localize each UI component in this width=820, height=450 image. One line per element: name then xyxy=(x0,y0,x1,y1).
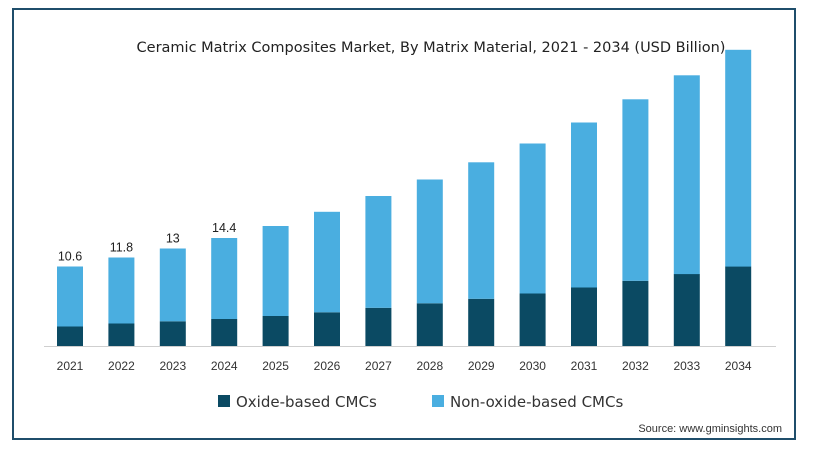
bar-oxide-2022 xyxy=(108,323,135,346)
bar-oxide-2021 xyxy=(57,326,83,346)
x-tick-labels: 2021 2022 2023 2024 2025 2026 2027 2028 2029 2030… xyxy=(57,359,752,373)
legend: Oxide-based CMCs Non-oxide-based CMCs xyxy=(218,393,623,411)
bar-non-oxide-2024 xyxy=(211,238,238,319)
data-label-2022: 11.8 xyxy=(110,241,133,255)
bar-oxide-2025 xyxy=(262,316,289,346)
x-tick-2028: 2028 xyxy=(416,359,443,373)
chart-title: Ceramic Matrix Composites Market, By Mat… xyxy=(137,40,726,56)
bar-oxide-2033 xyxy=(673,274,700,346)
bar-non-oxide-2028 xyxy=(416,179,443,304)
bar-oxide-2032 xyxy=(622,280,649,347)
bars-group xyxy=(57,49,752,347)
x-tick-2026: 2026 xyxy=(314,359,341,373)
x-tick-2033: 2033 xyxy=(673,359,700,373)
x-tick-2027: 2027 xyxy=(365,359,392,373)
legend-swatch-oxide xyxy=(218,395,230,407)
data-label-2023: 13 xyxy=(166,232,180,246)
x-tick-2021: 2021 xyxy=(57,359,84,373)
bar-oxide-2028 xyxy=(416,303,443,347)
data-labels-group: 10.6 11.8 13 14.4 xyxy=(58,221,237,264)
bar-oxide-2023 xyxy=(159,321,186,347)
bar-oxide-2030 xyxy=(519,293,546,346)
legend-label-non-oxide: Non-oxide-based CMCs xyxy=(450,393,623,411)
bar-non-oxide-2031 xyxy=(571,122,597,288)
bar-non-oxide-2021 xyxy=(57,266,83,327)
x-tick-2031: 2031 xyxy=(571,359,598,373)
data-label-2024: 14.4 xyxy=(212,221,236,235)
bar-non-oxide-2030 xyxy=(519,143,546,294)
x-tick-2022: 2022 xyxy=(108,359,135,373)
bar-non-oxide-2022 xyxy=(108,257,135,324)
legend-swatch-non-oxide xyxy=(432,395,444,407)
x-tick-2024: 2024 xyxy=(211,359,238,373)
x-tick-2034: 2034 xyxy=(725,359,752,373)
x-tick-2023: 2023 xyxy=(159,359,186,373)
bar-oxide-2034 xyxy=(725,266,752,346)
source-note: Source: www.gminsights.com xyxy=(638,423,782,435)
bar-non-oxide-2029 xyxy=(468,162,495,299)
x-tick-2032: 2032 xyxy=(622,359,649,373)
bar-oxide-2026 xyxy=(314,312,340,347)
legend-label-oxide: Oxide-based CMCs xyxy=(236,393,377,411)
bar-oxide-2031 xyxy=(571,287,597,346)
x-tick-2025: 2025 xyxy=(262,359,289,373)
x-tick-2030: 2030 xyxy=(519,359,546,373)
bar-oxide-2029 xyxy=(468,298,495,347)
bar-non-oxide-2032 xyxy=(622,99,649,281)
bar-non-oxide-2034 xyxy=(725,49,752,267)
bar-chart: Ceramic Matrix Composites Market, By Mat… xyxy=(44,40,782,435)
bar-non-oxide-2027 xyxy=(365,196,392,308)
chart-frame: Ceramic Matrix Composites Market, By Mat… xyxy=(12,8,796,440)
bar-non-oxide-2025 xyxy=(262,226,289,316)
bar-non-oxide-2033 xyxy=(673,75,700,275)
bar-non-oxide-2023 xyxy=(159,248,186,322)
data-label-2021: 10.6 xyxy=(58,250,82,264)
x-tick-2029: 2029 xyxy=(468,359,495,373)
bar-oxide-2024 xyxy=(211,319,238,346)
bar-non-oxide-2026 xyxy=(314,211,340,313)
bar-oxide-2027 xyxy=(365,307,392,347)
